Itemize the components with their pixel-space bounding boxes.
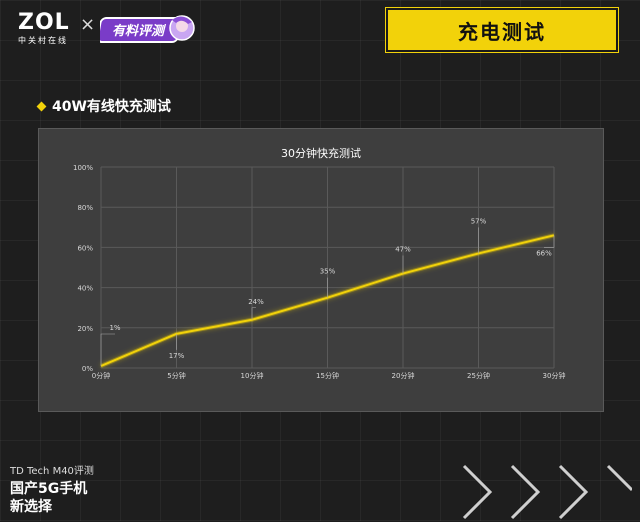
- charging-line-chart: 0% 20% 40% 60% 80% 100% 0分钟 5分钟 10分钟 15分钟 20分钟 25分钟…: [73, 146, 566, 380]
- x-tick-label: 0分钟: [92, 371, 110, 380]
- y-tick-label: 100%: [73, 164, 93, 172]
- data-label: 1%: [109, 324, 120, 332]
- decorative-chevrons: [462, 464, 632, 520]
- x-tick-label: 20分钟: [392, 371, 415, 380]
- logo-sub-text: 中关村在线: [18, 36, 68, 45]
- y-tick-label: 20%: [77, 325, 93, 333]
- review-badge-logo: 有料评测: [100, 15, 195, 43]
- footer-line-1: 国产5G手机: [10, 481, 88, 497]
- x-tick-label: 25分钟: [467, 371, 490, 380]
- chevron-right-icon: [510, 464, 541, 520]
- data-label: 24%: [248, 298, 264, 306]
- footer: TD Tech M40评测 国产5G手机 新选择: [10, 462, 94, 516]
- footer-model: TD Tech M40评测: [10, 466, 94, 477]
- chart-panel: 0% 20% 40% 60% 80% 100% 0分钟 5分钟 10分钟 15分钟 20分钟 25分钟…: [38, 128, 604, 412]
- page-title-box: 充电测试: [386, 8, 618, 52]
- logo-main-text: ZOL: [18, 10, 70, 35]
- y-tick-label: 80%: [77, 204, 93, 212]
- y-tick-label: 60%: [77, 244, 93, 252]
- section-heading: 40W有线快充测试: [36, 96, 171, 116]
- x-tick-label: 30分钟: [543, 371, 566, 380]
- data-label-leader: [544, 235, 555, 248]
- x-tick-label: 10分钟: [241, 371, 264, 380]
- x-tick-label: 5分钟: [167, 371, 185, 380]
- y-tick-label: 0%: [82, 365, 93, 373]
- y-tick-label: 40%: [77, 285, 93, 293]
- section-label: 40W有线快充测试: [52, 99, 171, 115]
- data-label-leader: [100, 333, 115, 366]
- chevron-right-icon: [606, 464, 632, 492]
- zol-logo: ZOL 中关村在线: [18, 12, 74, 46]
- logo-separator: ×: [80, 14, 96, 35]
- data-label: 17%: [169, 352, 185, 360]
- diamond-bullet-icon: [36, 101, 47, 111]
- page-title: 充电测试: [458, 19, 546, 44]
- data-label: 57%: [471, 217, 487, 225]
- footer-line-2: 新选择: [10, 499, 52, 515]
- svg-text:有料评测: 有料评测: [112, 23, 167, 39]
- chart-title: 30分钟快充测试: [281, 146, 361, 160]
- data-label-leader: [251, 307, 256, 320]
- data-label: 66%: [536, 249, 552, 257]
- data-label: 35%: [320, 268, 336, 276]
- chevron-right-icon: [558, 464, 589, 520]
- chevron-right-icon: [462, 464, 493, 520]
- x-tick-label: 15分钟: [316, 371, 339, 380]
- data-label: 47%: [395, 246, 411, 254]
